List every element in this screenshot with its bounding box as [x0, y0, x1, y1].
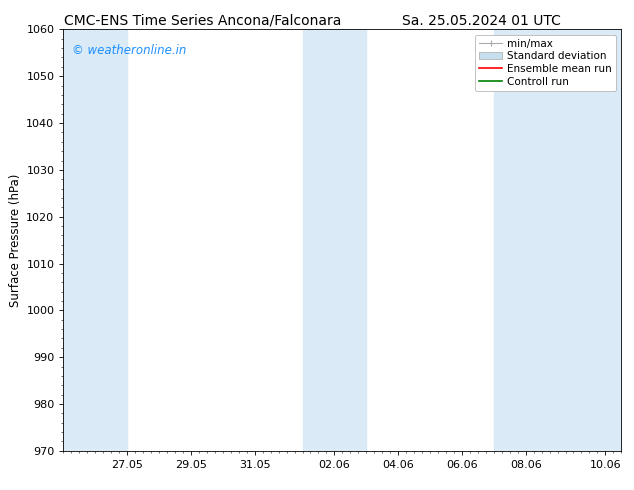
Bar	[302, 29, 366, 451]
Y-axis label: Surface Pressure (hPa): Surface Pressure (hPa)	[9, 173, 22, 307]
Text: © weatheronline.in: © weatheronline.in	[72, 44, 186, 57]
Legend: min/max, Standard deviation, Ensemble mean run, Controll run: min/max, Standard deviation, Ensemble me…	[475, 35, 616, 91]
Bar	[494, 29, 621, 451]
Text: CMC-ENS Time Series Ancona/Falconara: CMC-ENS Time Series Ancona/Falconara	[64, 14, 342, 28]
Text: Sa. 25.05.2024 01 UTC: Sa. 25.05.2024 01 UTC	[403, 14, 561, 28]
Bar	[63, 29, 127, 451]
